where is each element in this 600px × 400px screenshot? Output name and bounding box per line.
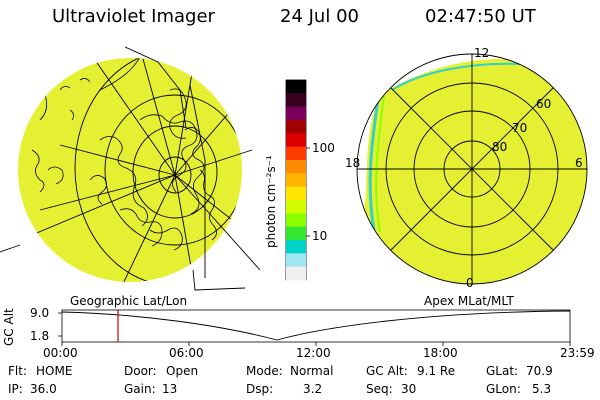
timeline-y-axis-label: GC Alt (2, 308, 16, 346)
colorbar-swatch (286, 200, 306, 214)
gain-value: 13 (162, 382, 178, 396)
colorbar-swatch (286, 146, 306, 161)
dsp-label: Dsp: (246, 382, 274, 396)
colorbar-swatch (286, 93, 306, 108)
filter-value: HOME (36, 364, 73, 378)
timeline-x-tick-0000: 00:00 (43, 346, 78, 360)
mlt-label-12: 12 (474, 46, 490, 60)
colorbar-swatch (286, 173, 306, 188)
geographic-projection-label: Geographic Lat/Lon (70, 294, 188, 308)
mlt-label-6: 6 (575, 156, 583, 170)
gcalt-value: 9.1 Re (417, 364, 456, 378)
colorbar-swatches (286, 80, 306, 281)
colorbar (285, 79, 310, 281)
timeline-y-tick-1: 1.8 (30, 329, 50, 343)
mlt-label-0: 0 (466, 276, 474, 290)
orbit-timeline (58, 309, 571, 346)
colorbar-swatch (286, 133, 306, 148)
seq-label: Seq: (366, 382, 393, 396)
gcalt-label: GC Alt: (366, 364, 408, 378)
colorbar-swatch (286, 240, 306, 254)
glat-value: 70.9 (526, 364, 553, 378)
glon-label: GLon: (486, 382, 521, 396)
lat-label-60: 60 (536, 97, 552, 111)
filter-label: Flt: (8, 364, 27, 378)
timeline-x-tick-1800: 18:00 (423, 346, 458, 360)
ip-label: IP: (8, 382, 23, 396)
lat-label-80: 80 (492, 140, 508, 154)
colorbar-tick-label-100: 100 (312, 141, 335, 155)
colorbar-swatch (286, 186, 306, 201)
mode-label: Mode: (246, 364, 283, 378)
timeline-x-tick-1200: 12:00 (296, 346, 331, 360)
colorbar-swatch (286, 266, 306, 281)
colorbar-swatch (286, 213, 306, 228)
glat-label: GLat: (486, 364, 519, 378)
colorbar-swatch (286, 226, 306, 241)
mode-value: Normal (290, 364, 334, 378)
colorbar-swatch (286, 80, 306, 94)
left-map-grid (19, 58, 242, 282)
right-map-grid (356, 53, 588, 285)
right-map-fill-region (360, 59, 587, 284)
timeline-x-tick-2359: 23:59 (560, 346, 595, 360)
colorbar-swatch (286, 160, 306, 174)
glon-value: 5.3 (532, 382, 552, 396)
door-value: Open (166, 364, 199, 378)
apex-polar-map (356, 53, 588, 285)
door-label: Door: (124, 364, 157, 378)
mlt-label-18: 18 (345, 156, 361, 170)
colorbar-tick-label-10: 10 (312, 229, 328, 243)
dsp-value: 3.2 (303, 382, 323, 396)
geographic-map (0, 46, 261, 291)
colorbar-swatch (286, 106, 306, 121)
timeline-y-tick-9: 9.0 (30, 306, 50, 320)
colorbar-swatch (286, 253, 306, 268)
timeline-x-tick-0600: 06:00 (169, 346, 204, 360)
colorbar-unit-label: photon cm⁻²s⁻¹ (264, 155, 278, 248)
seq-value: 30 (401, 382, 417, 396)
lat-label-70: 70 (512, 121, 528, 135)
altitude-curve (61, 310, 571, 341)
gain-label: Gain: (124, 382, 156, 396)
header-date: 24 Jul 00 (280, 6, 359, 27)
header-time: 02:47:50 UT (425, 6, 536, 27)
ip-value: 36.0 (30, 382, 57, 396)
header-title: Ultraviolet Imager (52, 6, 215, 27)
apex-projection-label: Apex MLat/MLT (424, 294, 514, 308)
coastlines (31, 58, 217, 251)
left-map-outer-grid (0, 46, 261, 291)
timeline-frame (61, 309, 571, 343)
colorbar-swatch (286, 120, 306, 134)
